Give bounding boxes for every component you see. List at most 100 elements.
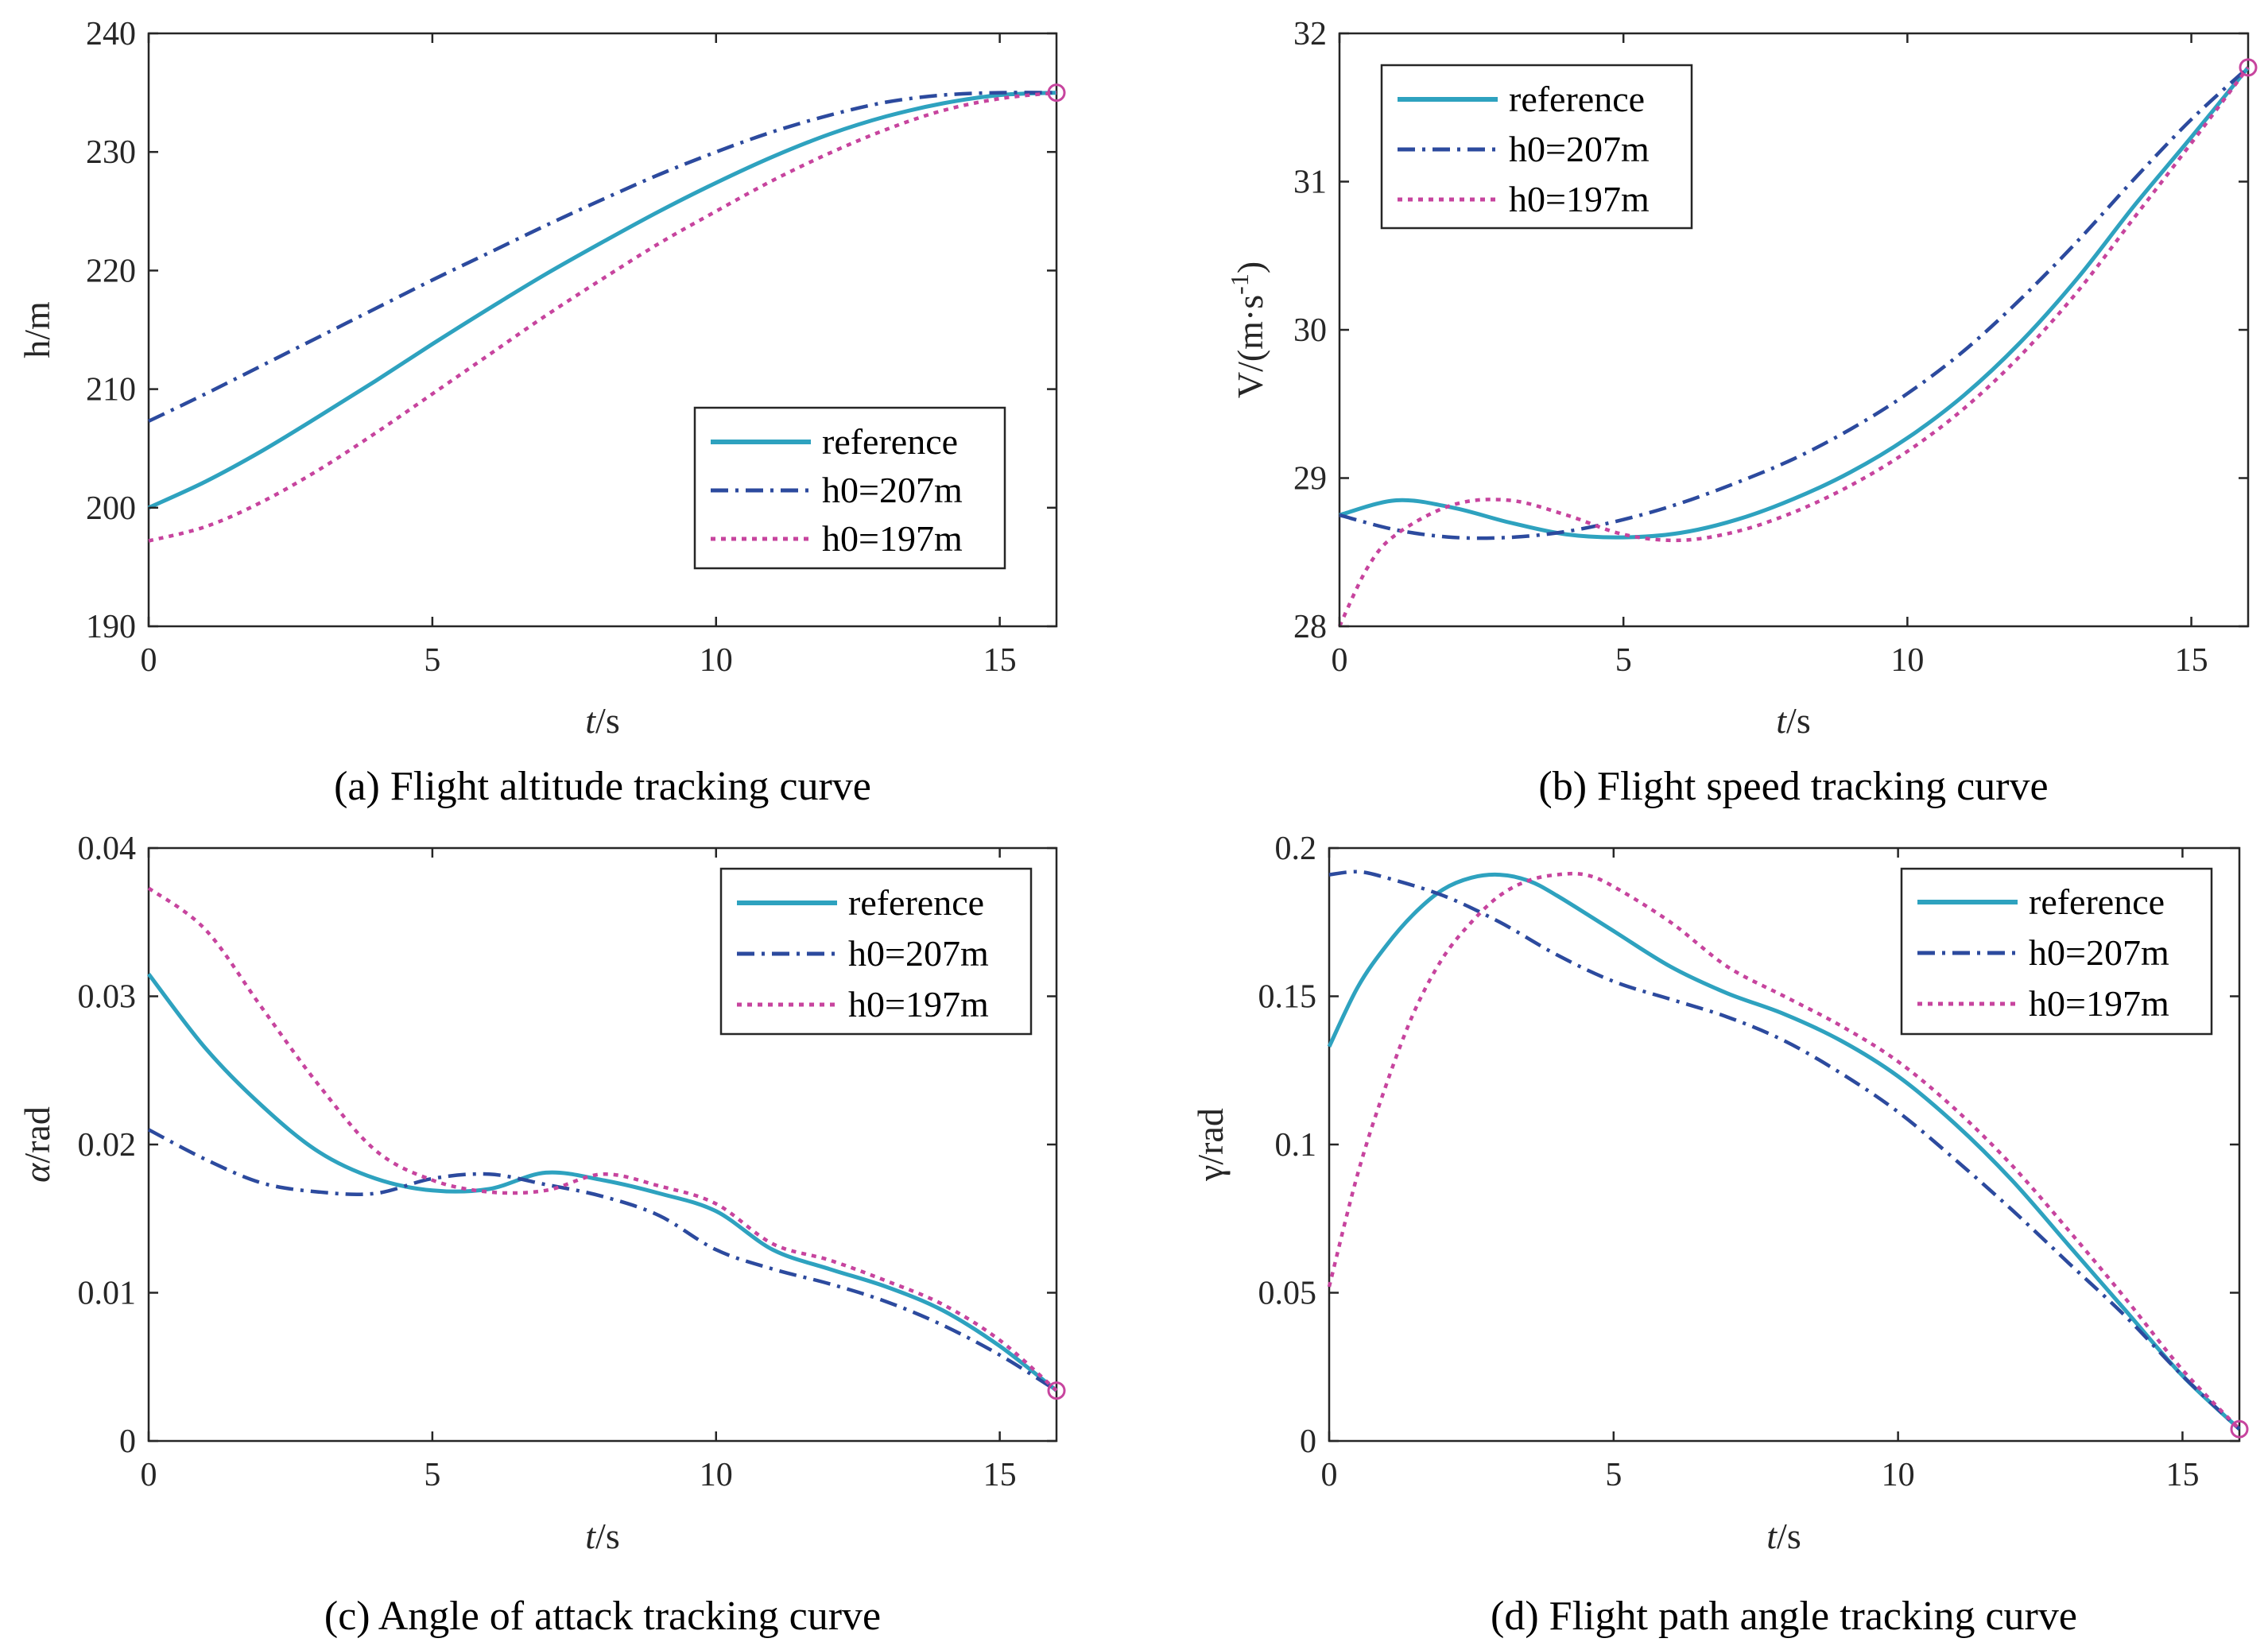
panel-a-legend-label-reference: reference: [822, 421, 958, 462]
panel-b-caption: (b) Flight speed tracking curve: [1538, 764, 2048, 809]
panel-c-y-tick-label: 0.03: [78, 979, 137, 1016]
panel-a-y-tick-label: 190: [86, 609, 136, 645]
panel-c-endpoint-marker: [1047, 1381, 1066, 1400]
panel-b-x-tick-label: 5: [1615, 642, 1632, 679]
panel-a-plot-frame: [147, 32, 1058, 628]
panel-c-series-reference: [147, 972, 1058, 1392]
panel-b-y-tick-label: 32: [1293, 16, 1327, 52]
panel-b: 0 5 10 15 28 29 30 31 32 V/(m·s-1) t/s (b) Fligh…: [1225, 16, 2258, 809]
panel-a: 0 5 10 15 190 200 210 220 230 240 h/m t/s (a) Fli…: [17, 16, 1066, 809]
panel-b-legend-label-h0-207m: h0=207m: [1509, 129, 1650, 169]
panel-c-series-h0-207m: [147, 1128, 1058, 1392]
panel-c-series-group: [147, 886, 1066, 1400]
panel-d-x-axis-label-t: t: [1766, 1516, 1778, 1556]
panel-a-x-tick-label: 5: [424, 642, 440, 679]
panel-d-series-group: [1327, 870, 2249, 1439]
panel-a-x-axis-label: t/s: [585, 700, 619, 741]
panel-c-x-axis-label-t: t: [585, 1516, 596, 1556]
panel-a-y-tick-label: 210: [86, 372, 136, 409]
panel-a-series-h0-207m: [148, 91, 1057, 423]
panel-b-x-tick-label: 15: [2175, 642, 2208, 679]
panel-a-x-axis-label-unit: /s: [595, 700, 620, 741]
panel-d-x-axis-label-unit: /s: [1777, 1516, 1801, 1556]
panel-b-endpoint-marker: [2239, 58, 2258, 77]
panel-d-legend-label-h0-207m: h0=207m: [2029, 932, 2169, 973]
panel-b-legend-label-h0-197m: h0=197m: [1509, 179, 1650, 219]
panel-d-legend: reference h0=207m h0=197m: [1900, 867, 2213, 1036]
panel-c-y-tick-label: 0.02: [78, 1127, 137, 1164]
panel-b-series-h0-207m: [1339, 66, 2250, 540]
panel-d-x-tick-label: 5: [1605, 1457, 1622, 1493]
panel-d-caption: (d) Flight path angle tracking curve: [1491, 1594, 2077, 1639]
panel-c-tick-group: 0 5 10 15 0 0.01 0.02 0.03 0.04: [78, 831, 1056, 1493]
panel-d-legend-label-h0-197m: h0=197m: [2029, 983, 2169, 1024]
panel-c-x-tick-label: 5: [424, 1457, 440, 1493]
panel-a-tick-group: 0 5 10 15 190 200 210 220 230 240: [86, 16, 1056, 679]
panel-a-legend: reference h0=207m h0=197m: [693, 406, 1006, 570]
panel-d-y-tick-label: 0.1: [1275, 1127, 1317, 1164]
panel-c-y-axis-label-alpha: α: [17, 1163, 57, 1183]
panel-b-y-tick-label: 29: [1293, 461, 1327, 498]
panel-c-legend-label-h0-197m: h0=197m: [848, 984, 989, 1024]
panel-c: 0 5 10 15 0 0.01 0.02 0.03 0.04 α/rad t/s (c) An…: [17, 831, 1066, 1639]
panel-d-y-tick-label: 0.15: [1258, 979, 1317, 1016]
panel-a-y-tick-label: 200: [86, 490, 136, 527]
panel-b-tick-group: 0 5 10 15 28 29 30 31 32: [1293, 16, 2248, 679]
panel-b-series-reference: [1339, 66, 2250, 540]
panel-c-x-axis-label: t/s: [585, 1516, 619, 1556]
panel-c-y-tick-label: 0.01: [78, 1276, 137, 1312]
panel-d-y-axis-label: γ/rad: [1190, 1108, 1231, 1182]
panel-d-endpoint-marker: [2230, 1420, 2249, 1439]
panel-c-legend-label-h0-207m: h0=207m: [848, 933, 989, 974]
panel-c-y-axis-label: α/rad: [17, 1106, 57, 1183]
panel-a-x-axis-label-t: t: [585, 700, 596, 741]
panel-d-series-h0-197m: [1327, 871, 2241, 1431]
panel-d-y-tick-label: 0: [1300, 1423, 1316, 1460]
panel-a-x-tick-label: 15: [983, 642, 1017, 679]
panel-c-y-axis-label-unit: /rad: [17, 1106, 57, 1164]
panel-a-legend-label-h0-197m: h0=197m: [822, 518, 963, 559]
panel-b-legend: reference h0=207m h0=197m: [1380, 64, 1693, 230]
panel-c-series-h0-197m: [147, 886, 1058, 1392]
panel-a-series-reference: [147, 91, 1057, 510]
panel-b-x-tick-label: 0: [1332, 642, 1348, 679]
panel-c-y-tick-label: 0.04: [78, 831, 137, 867]
panel-b-x-axis-label-unit: /s: [1786, 700, 1811, 741]
panel-a-endpoint-marker: [1047, 83, 1066, 103]
panel-a-legend-label-h0-207m: h0=207m: [822, 470, 963, 510]
panel-c-caption: (c) Angle of attack tracking curve: [324, 1594, 881, 1639]
panel-b-series-group: [1337, 58, 2258, 627]
panel-c-legend-label-reference: reference: [848, 882, 984, 923]
panel-b-y-axis-label-sup: -1: [1225, 273, 1254, 295]
panel-a-x-tick-label: 10: [700, 642, 733, 679]
panel-b-y-tick-label: 28: [1293, 609, 1327, 645]
panel-a-caption: (a) Flight altitude tracking curve: [334, 764, 871, 809]
panel-d-tick-group: 0 5 10 15 0 0.05 0.1 0.15 0.2: [1258, 831, 2239, 1493]
panel-a-x-tick-label: 0: [141, 642, 157, 679]
panel-a-series-group: [147, 83, 1066, 543]
panel-c-x-axis-label-unit: /s: [595, 1516, 620, 1556]
panel-d-series-reference: [1327, 872, 2241, 1431]
panel-a-y-tick-label: 230: [86, 134, 136, 171]
panel-c-x-tick-label: 0: [141, 1457, 157, 1493]
panel-a-y-tick-label: 240: [86, 16, 136, 52]
panel-d: 0 5 10 15 0 0.05 0.1 0.15 0.2 γ/rad t/s (d) Flig…: [1190, 831, 2249, 1639]
panel-d-x-axis-label: t/s: [1766, 1516, 1801, 1556]
panel-c-x-tick-label: 10: [700, 1457, 733, 1493]
panel-b-y-axis-label-close: ): [1230, 261, 1270, 273]
panel-a-y-tick-label: 220: [86, 253, 136, 289]
panel-d-x-tick-label: 15: [2165, 1457, 2199, 1493]
panel-c-x-tick-label: 15: [983, 1457, 1017, 1493]
panel-b-y-axis-label-main: V/(m·s: [1230, 295, 1270, 398]
panel-a-y-axis-label: h/m: [17, 301, 57, 358]
panel-b-legend-label-reference: reference: [1509, 79, 1645, 119]
panel-b-y-tick-label: 30: [1293, 312, 1327, 349]
panel-a-legend-box: [693, 406, 1006, 570]
panel-c-legend: reference h0=207m h0=197m: [719, 867, 1033, 1036]
panel-b-x-tick-label: 10: [1890, 642, 1924, 679]
panel-d-legend-label-reference: reference: [2029, 881, 2165, 922]
panel-b-y-tick-label: 31: [1293, 165, 1327, 201]
panel-b-y-axis-label: V/(m·s-1): [1225, 261, 1270, 398]
panel-b-x-axis-label-t: t: [1776, 700, 1787, 741]
